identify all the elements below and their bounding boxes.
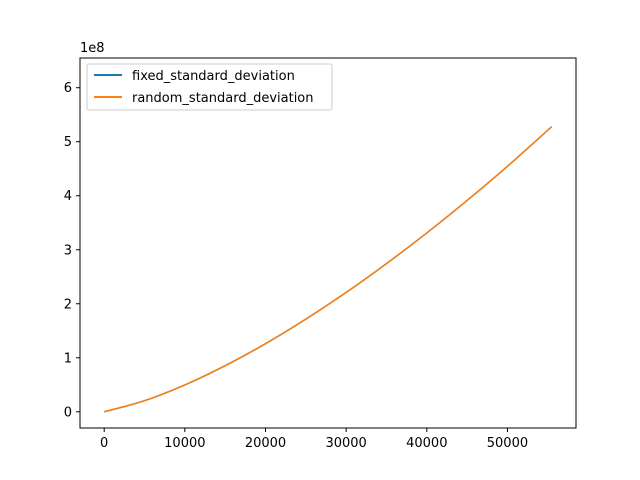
y-tick-label: 4: [64, 189, 72, 204]
y-tick-label: 3: [64, 243, 72, 258]
legend: fixed_standard_deviation random_standard…: [86, 63, 333, 111]
y-tick-label: 1: [64, 351, 72, 366]
axes-frame: [79, 57, 577, 429]
y-tick-label: 6: [64, 81, 72, 96]
x-tick-label: 10000: [164, 436, 205, 451]
legend-box: [86, 63, 333, 111]
x-tick-label: 40000: [406, 436, 447, 451]
legend-label-random: random_standard_deviation: [132, 91, 314, 106]
legend-label-fixed: fixed_standard_deviation: [132, 69, 295, 84]
y-tick-label: 2: [64, 297, 72, 312]
x-tick-label: 20000: [245, 436, 286, 451]
x-tick-label: 0: [100, 436, 108, 451]
y-tick-label: 5: [64, 135, 72, 150]
axis-ticks: 0 10000 20000 30000 40000 50000 0 1 2 3 4 5 6: [64, 81, 528, 451]
y-offset-label: 1e8: [80, 41, 105, 56]
y-tick-label: 0: [64, 405, 72, 420]
plot-area: [104, 126, 553, 413]
series-line-random-standard-deviation: [104, 126, 553, 413]
x-tick-label: 30000: [325, 436, 366, 451]
x-tick-label: 50000: [487, 436, 528, 451]
